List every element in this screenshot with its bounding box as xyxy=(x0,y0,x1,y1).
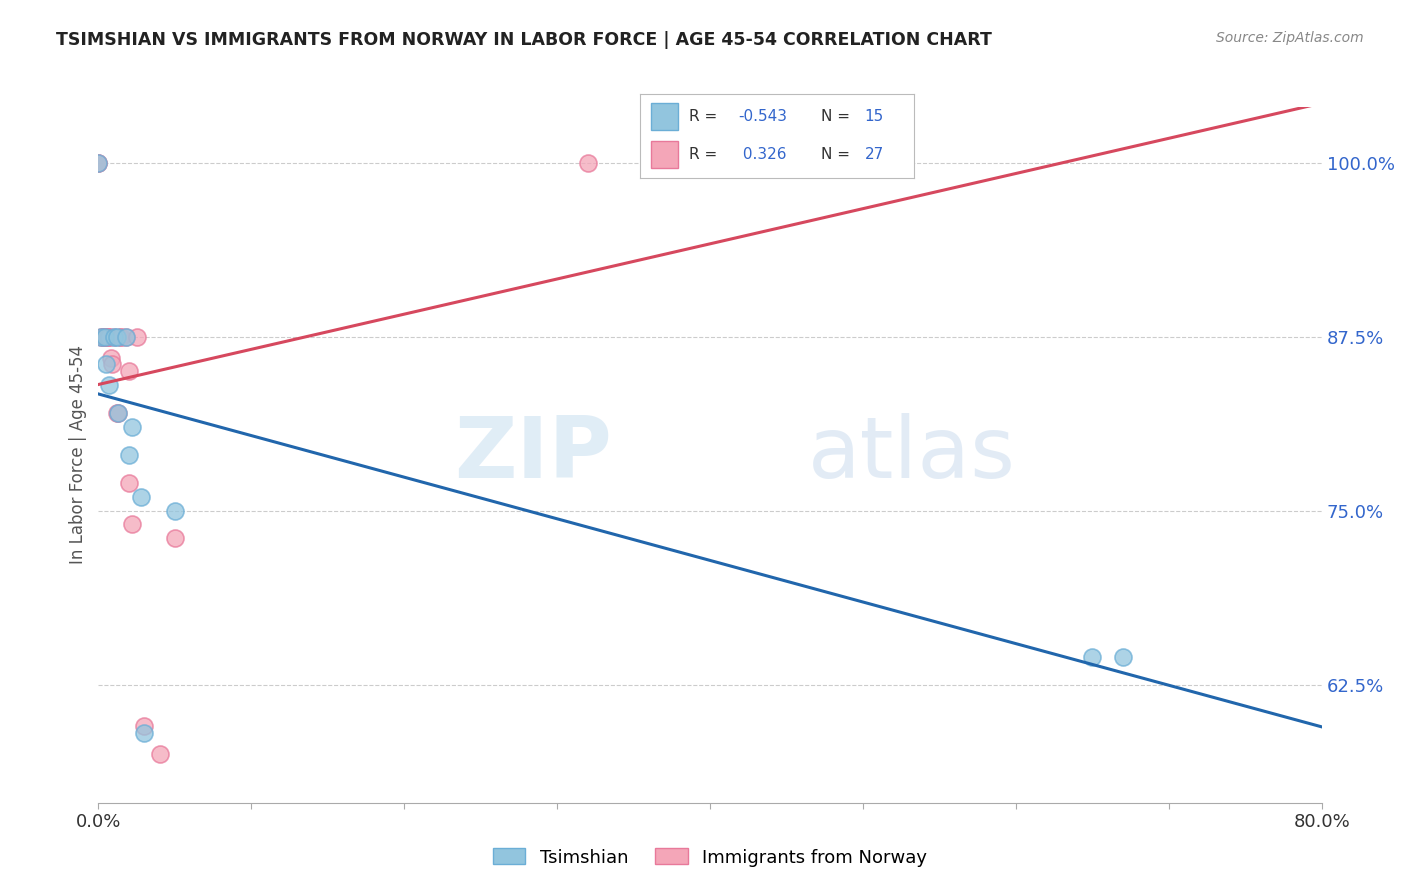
Point xyxy=(134,719,156,733)
Point xyxy=(1112,649,1135,664)
Point xyxy=(118,475,141,490)
Point xyxy=(98,378,121,392)
Point xyxy=(105,329,128,343)
Point xyxy=(115,329,138,343)
Point xyxy=(129,490,152,504)
Point xyxy=(87,155,110,169)
Point xyxy=(1081,649,1104,664)
Point xyxy=(97,329,120,343)
Point xyxy=(94,358,117,372)
Point xyxy=(134,726,156,740)
Point xyxy=(87,155,110,169)
Point xyxy=(118,364,141,378)
Point xyxy=(90,329,112,343)
Point xyxy=(110,329,132,343)
Point xyxy=(107,406,129,420)
Text: ZIP: ZIP xyxy=(454,413,612,497)
Text: R =: R = xyxy=(689,147,717,162)
Point xyxy=(101,358,124,372)
Point xyxy=(90,329,112,343)
Text: N =: N = xyxy=(821,147,849,162)
Bar xyxy=(651,103,678,130)
Text: 27: 27 xyxy=(865,147,884,162)
Y-axis label: In Labor Force | Age 45-54: In Labor Force | Age 45-54 xyxy=(69,345,87,565)
Point xyxy=(93,329,115,343)
Point xyxy=(149,747,172,761)
Text: atlas: atlas xyxy=(808,413,1017,497)
Point xyxy=(576,155,599,169)
Point xyxy=(163,532,186,546)
Text: TSIMSHIAN VS IMMIGRANTS FROM NORWAY IN LABOR FORCE | AGE 45-54 CORRELATION CHART: TSIMSHIAN VS IMMIGRANTS FROM NORWAY IN L… xyxy=(56,31,993,49)
Point xyxy=(103,329,125,343)
Point xyxy=(118,448,141,462)
Point xyxy=(163,503,186,517)
Text: 0.326: 0.326 xyxy=(738,147,787,162)
Point xyxy=(121,420,143,434)
Legend: Tsimshian, Immigrants from Norway: Tsimshian, Immigrants from Norway xyxy=(485,841,935,874)
Text: N =: N = xyxy=(821,109,849,124)
Point xyxy=(125,329,148,343)
Text: 15: 15 xyxy=(865,109,884,124)
Text: -0.543: -0.543 xyxy=(738,109,787,124)
Point xyxy=(100,351,122,365)
Point xyxy=(98,329,121,343)
Point xyxy=(93,329,115,343)
Point xyxy=(91,329,114,343)
Point xyxy=(105,406,128,420)
Point xyxy=(94,329,117,343)
Point xyxy=(103,329,125,343)
Bar xyxy=(651,141,678,169)
Point xyxy=(115,329,138,343)
Point xyxy=(107,406,129,420)
Point xyxy=(93,329,115,343)
Point xyxy=(97,329,120,343)
Point xyxy=(108,329,131,343)
Text: Source: ZipAtlas.com: Source: ZipAtlas.com xyxy=(1216,31,1364,45)
Text: R =: R = xyxy=(689,109,717,124)
Point xyxy=(87,155,110,169)
Point xyxy=(121,517,143,532)
Point xyxy=(91,329,114,343)
